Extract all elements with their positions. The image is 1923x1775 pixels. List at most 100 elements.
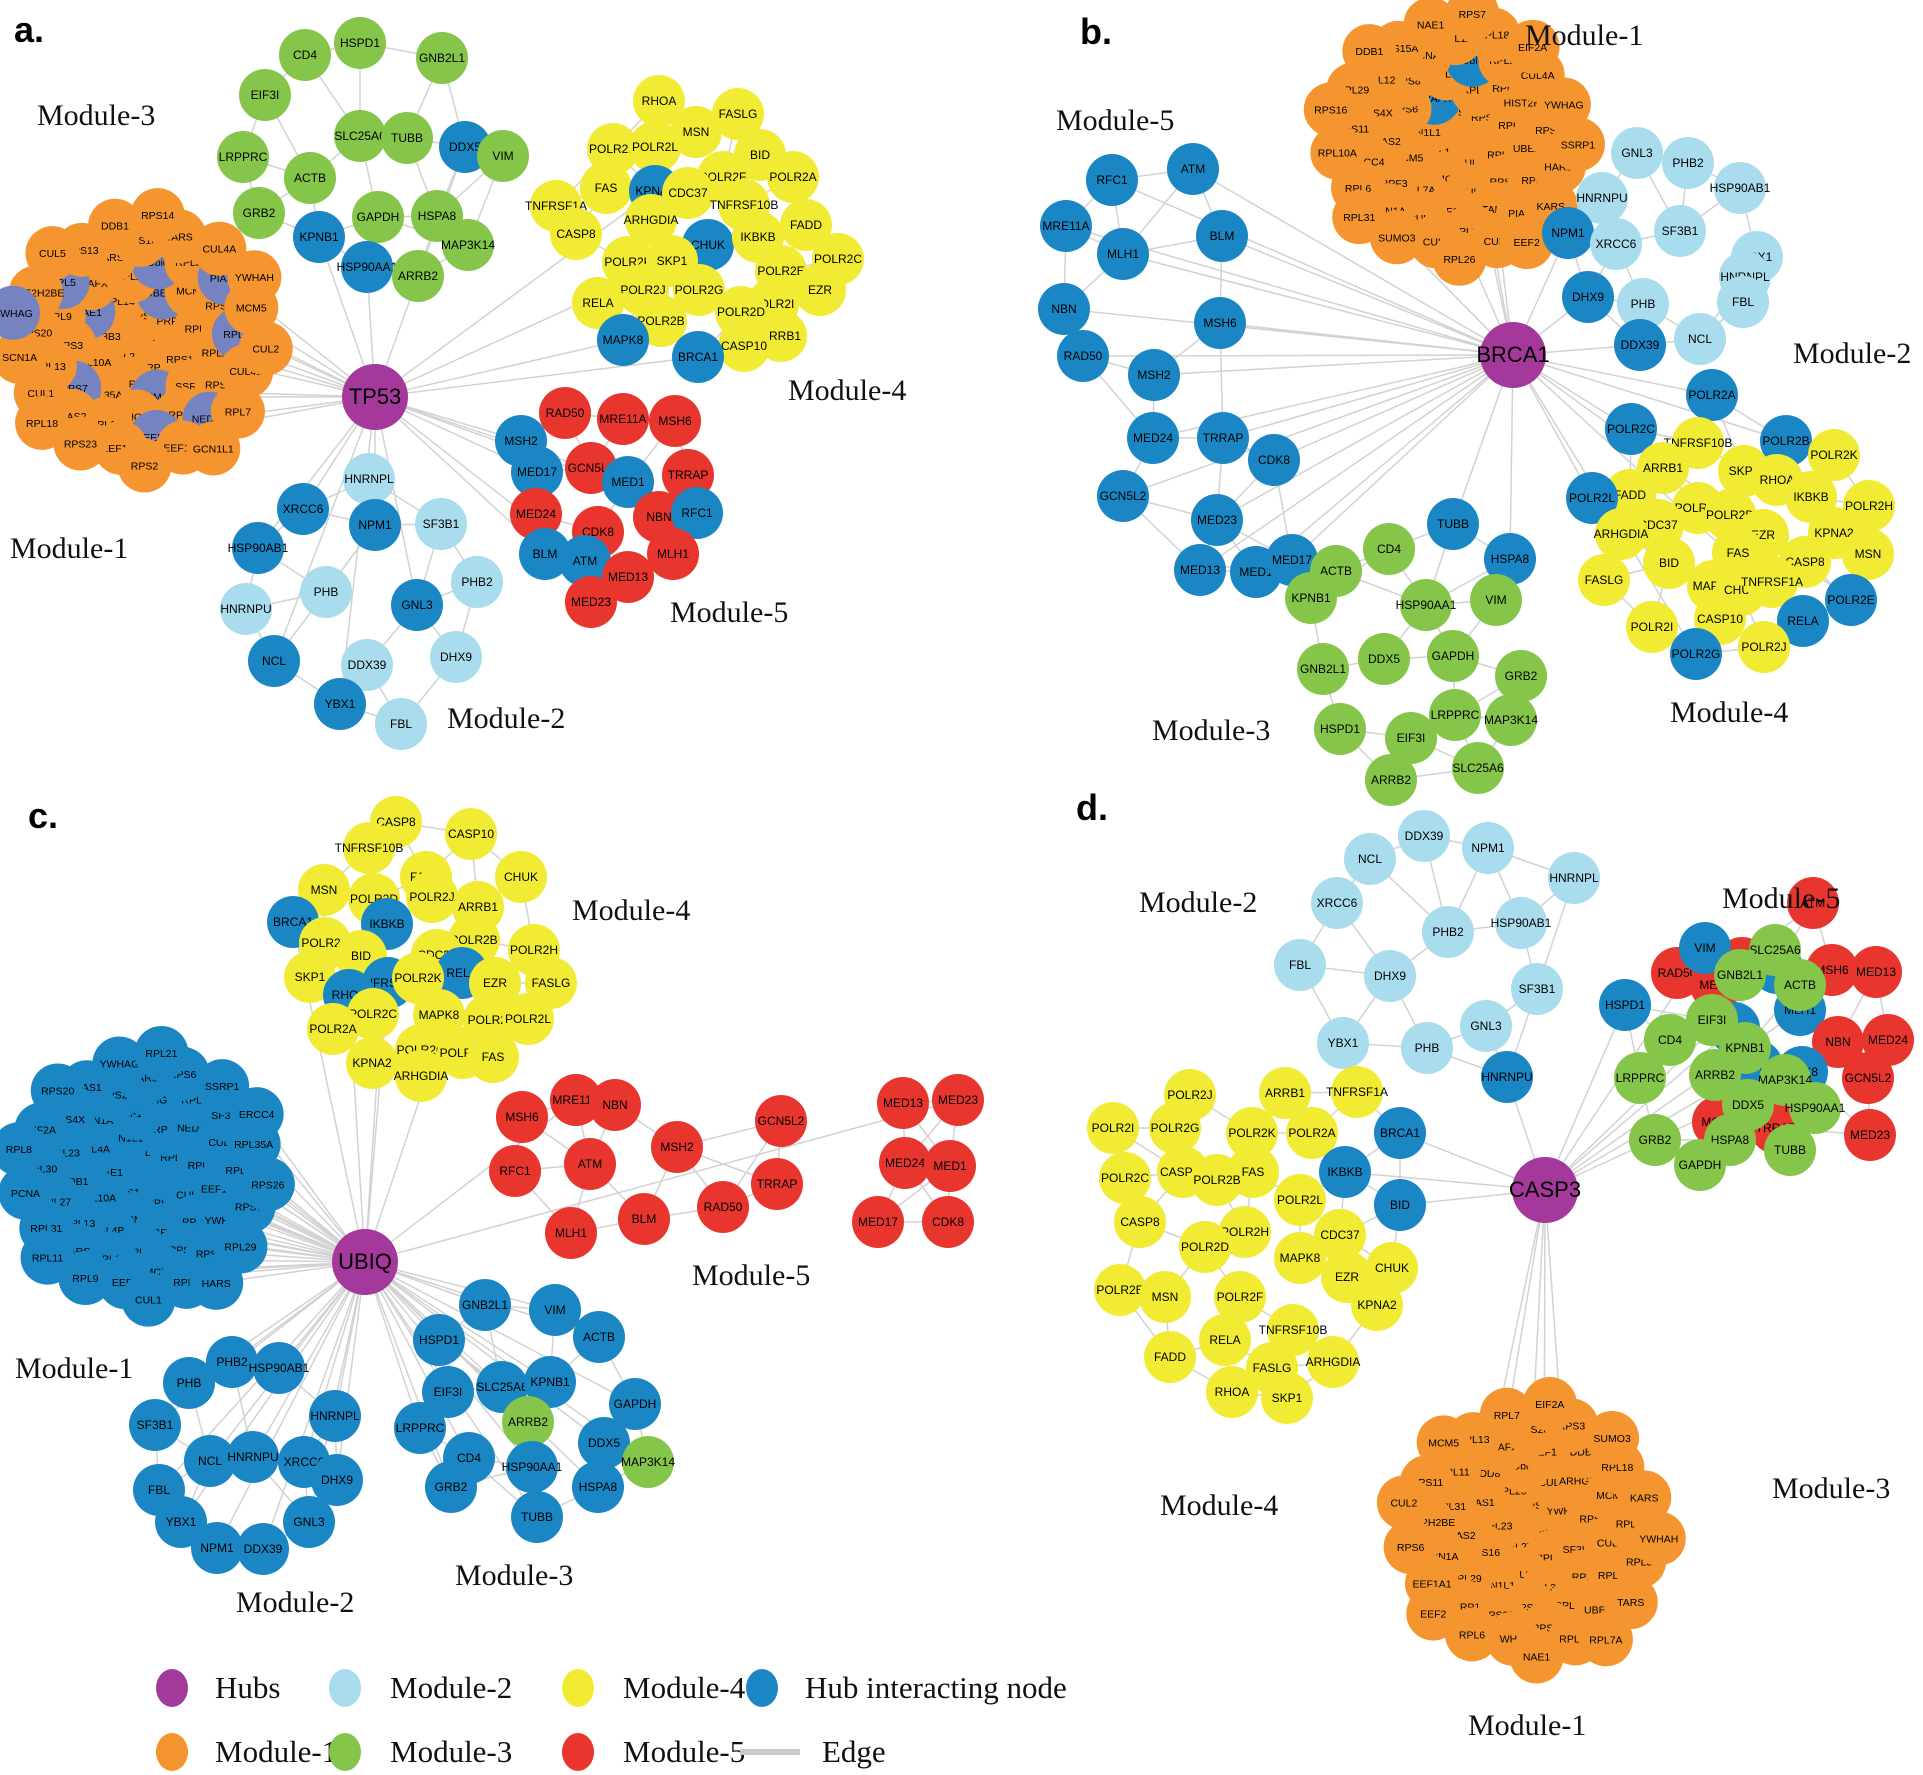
node-label-GNB2L1: GNB2L1 xyxy=(1300,662,1346,676)
node-label-MCM5: MCM5 xyxy=(236,303,267,315)
node-GCN5L2: GCN5L2 xyxy=(1097,470,1149,522)
node-circle-PHB2 xyxy=(1662,137,1714,189)
node-label-POLR2B: POLR2B xyxy=(1762,434,1809,448)
node-circle-SLC25A6 xyxy=(1452,742,1504,794)
node-label-KPNB1: KPNB1 xyxy=(299,230,339,244)
node-label-MED23: MED23 xyxy=(571,595,611,609)
panel-letter: c. xyxy=(28,795,58,836)
node-label-MSH2: MSH2 xyxy=(660,1140,694,1154)
node-circle-MAP3K14 xyxy=(622,1436,674,1488)
node-label-DDX39: DDX39 xyxy=(1621,338,1660,352)
node-label-SF3B1: SF3B1 xyxy=(137,1418,174,1432)
node-label-POLR2F: POLR2F xyxy=(1217,1290,1264,1304)
node-TUBB: TUBB xyxy=(1427,498,1479,550)
node-NCL: NCL xyxy=(1674,313,1726,365)
node-circle-ARRB2 xyxy=(1689,1049,1741,1101)
node-label-NPM1: NPM1 xyxy=(358,518,392,532)
node-label-BRCA1: BRCA1 xyxy=(1380,1126,1420,1140)
panel-letter: b. xyxy=(1080,11,1112,52)
node-circle-ARRB1 xyxy=(1259,1067,1311,1119)
module-label-module-2: Module-2 xyxy=(447,702,565,735)
node-label-SSRP1: SSRP1 xyxy=(1561,139,1596,151)
node-circle-GAPDH xyxy=(352,191,404,243)
node-circle-SKP1 xyxy=(1261,1372,1313,1424)
node-label-PHB: PHB xyxy=(314,585,339,599)
node-label-DHX9: DHX9 xyxy=(440,650,472,664)
node-label-LRPPRC: LRPPRC xyxy=(219,150,268,164)
node-label-HNRNPU: HNRNPU xyxy=(220,602,271,616)
node-GAPDH: GAPDH xyxy=(609,1378,661,1430)
node-circle-RPS14 xyxy=(130,188,185,243)
node-circle-DHX9 xyxy=(430,631,482,683)
node-circle-POLR2A xyxy=(767,151,819,203)
node-label-NPM1: NPM1 xyxy=(200,1541,234,1555)
node-label-VIM: VIM xyxy=(492,149,513,163)
node-label-FADD: FADD xyxy=(1154,1350,1186,1364)
node-label-GNL3: GNL3 xyxy=(293,1515,325,1529)
node-label-XRCC6: XRCC6 xyxy=(1596,237,1637,251)
node-PHB: PHB xyxy=(1617,278,1669,330)
node-SKP1: SKP1 xyxy=(284,951,336,1003)
node-RELA: RELA xyxy=(1777,595,1829,647)
node-circle-HSPD1 xyxy=(1314,703,1366,755)
module-label-module-5: Module-5 xyxy=(692,1259,810,1292)
node-label-KPNA2: KPNA2 xyxy=(352,1056,392,1070)
node-label-VIM: VIM xyxy=(1694,941,1715,955)
node-label-MED1: MED1 xyxy=(1239,565,1273,579)
node-CDK8: CDK8 xyxy=(922,1196,974,1248)
node-label-MSN: MSN xyxy=(1152,1290,1179,1304)
node-circle-MED1 xyxy=(924,1140,976,1192)
node-label-GRB2: GRB2 xyxy=(435,1480,468,1494)
node-circle-XRCC6 xyxy=(277,483,329,535)
node-circle-HSP90AA1 xyxy=(341,241,393,293)
node-label-BID: BID xyxy=(1390,1198,1410,1212)
node-circle-HSP90AA1 xyxy=(1400,579,1452,631)
node-label-HSP90AA1: HSP90AA1 xyxy=(337,260,398,274)
node-circle-MSN xyxy=(1139,1271,1191,1323)
node-label-POLR2L: POLR2L xyxy=(632,140,678,154)
node-label-POLR2E: POLR2E xyxy=(757,264,804,278)
node-circle-XRCC6 xyxy=(1311,877,1363,929)
node-POLR2C: POLR2C xyxy=(1605,403,1657,455)
node-label-POLR2E: POLR2E xyxy=(1827,593,1874,607)
module-label-module-4: Module-4 xyxy=(1160,1489,1278,1522)
node-CDC37: CDC37 xyxy=(1314,1209,1366,1261)
node-label-RPL11: RPL11 xyxy=(32,1253,63,1265)
node-label-ARRB1: ARRB1 xyxy=(761,329,801,343)
node-POLR2A: POLR2A xyxy=(1286,1107,1338,1159)
node-circle-LRPPRC xyxy=(1429,689,1481,741)
node-label-TNFRSF10B: TNFRSF10B xyxy=(335,841,404,855)
node-RPL21: RPL21 xyxy=(134,1025,189,1080)
node-circle-MSN xyxy=(298,864,350,916)
node-label-POLR2B: POLR2B xyxy=(1193,1173,1240,1187)
node-ACTB: ACTB xyxy=(284,152,336,204)
node-VIM: VIM xyxy=(477,130,529,182)
node-SUMO3: SUMO3 xyxy=(1585,1410,1640,1465)
node-HNRNPL: HNRNPL xyxy=(1548,852,1600,904)
node-circle-TNFRSF1A xyxy=(1746,556,1798,608)
node-label-ARRB1: ARRB1 xyxy=(1643,461,1683,475)
node-circle-SF3B1 xyxy=(415,498,467,550)
node-label-MED1: MED1 xyxy=(611,475,645,489)
node-label-CASP8: CASP8 xyxy=(376,815,416,829)
node-CUL2: CUL2 xyxy=(1376,1475,1431,1530)
node-circle-HNRNPU xyxy=(1576,172,1628,224)
node-label-MAP3K14: MAP3K14 xyxy=(441,238,495,252)
node-label-GCN5L2: GCN5L2 xyxy=(1100,489,1147,503)
node-circle-NCL xyxy=(184,1435,236,1487)
node-circle-GRB2 xyxy=(233,187,285,239)
node-label-HSPA8: HSPA8 xyxy=(579,1480,618,1494)
node-MLH1: MLH1 xyxy=(545,1207,597,1259)
node-ATM: ATM xyxy=(564,1138,616,1190)
node-YWHAH: YWHAH xyxy=(227,250,282,305)
node-circle-EEF2 xyxy=(1499,215,1554,270)
node-circle-SSRP1 xyxy=(1550,117,1605,172)
node-circle-NAE1 xyxy=(1509,1629,1564,1684)
node-circle-MED17 xyxy=(852,1196,904,1248)
node-circle-CASP8 xyxy=(1114,1196,1166,1248)
node-circle-POLR2B xyxy=(1760,415,1812,467)
node-NCL: NCL xyxy=(248,635,300,687)
node-MED24: MED24 xyxy=(510,488,562,540)
hub-edge xyxy=(364,1099,959,1263)
